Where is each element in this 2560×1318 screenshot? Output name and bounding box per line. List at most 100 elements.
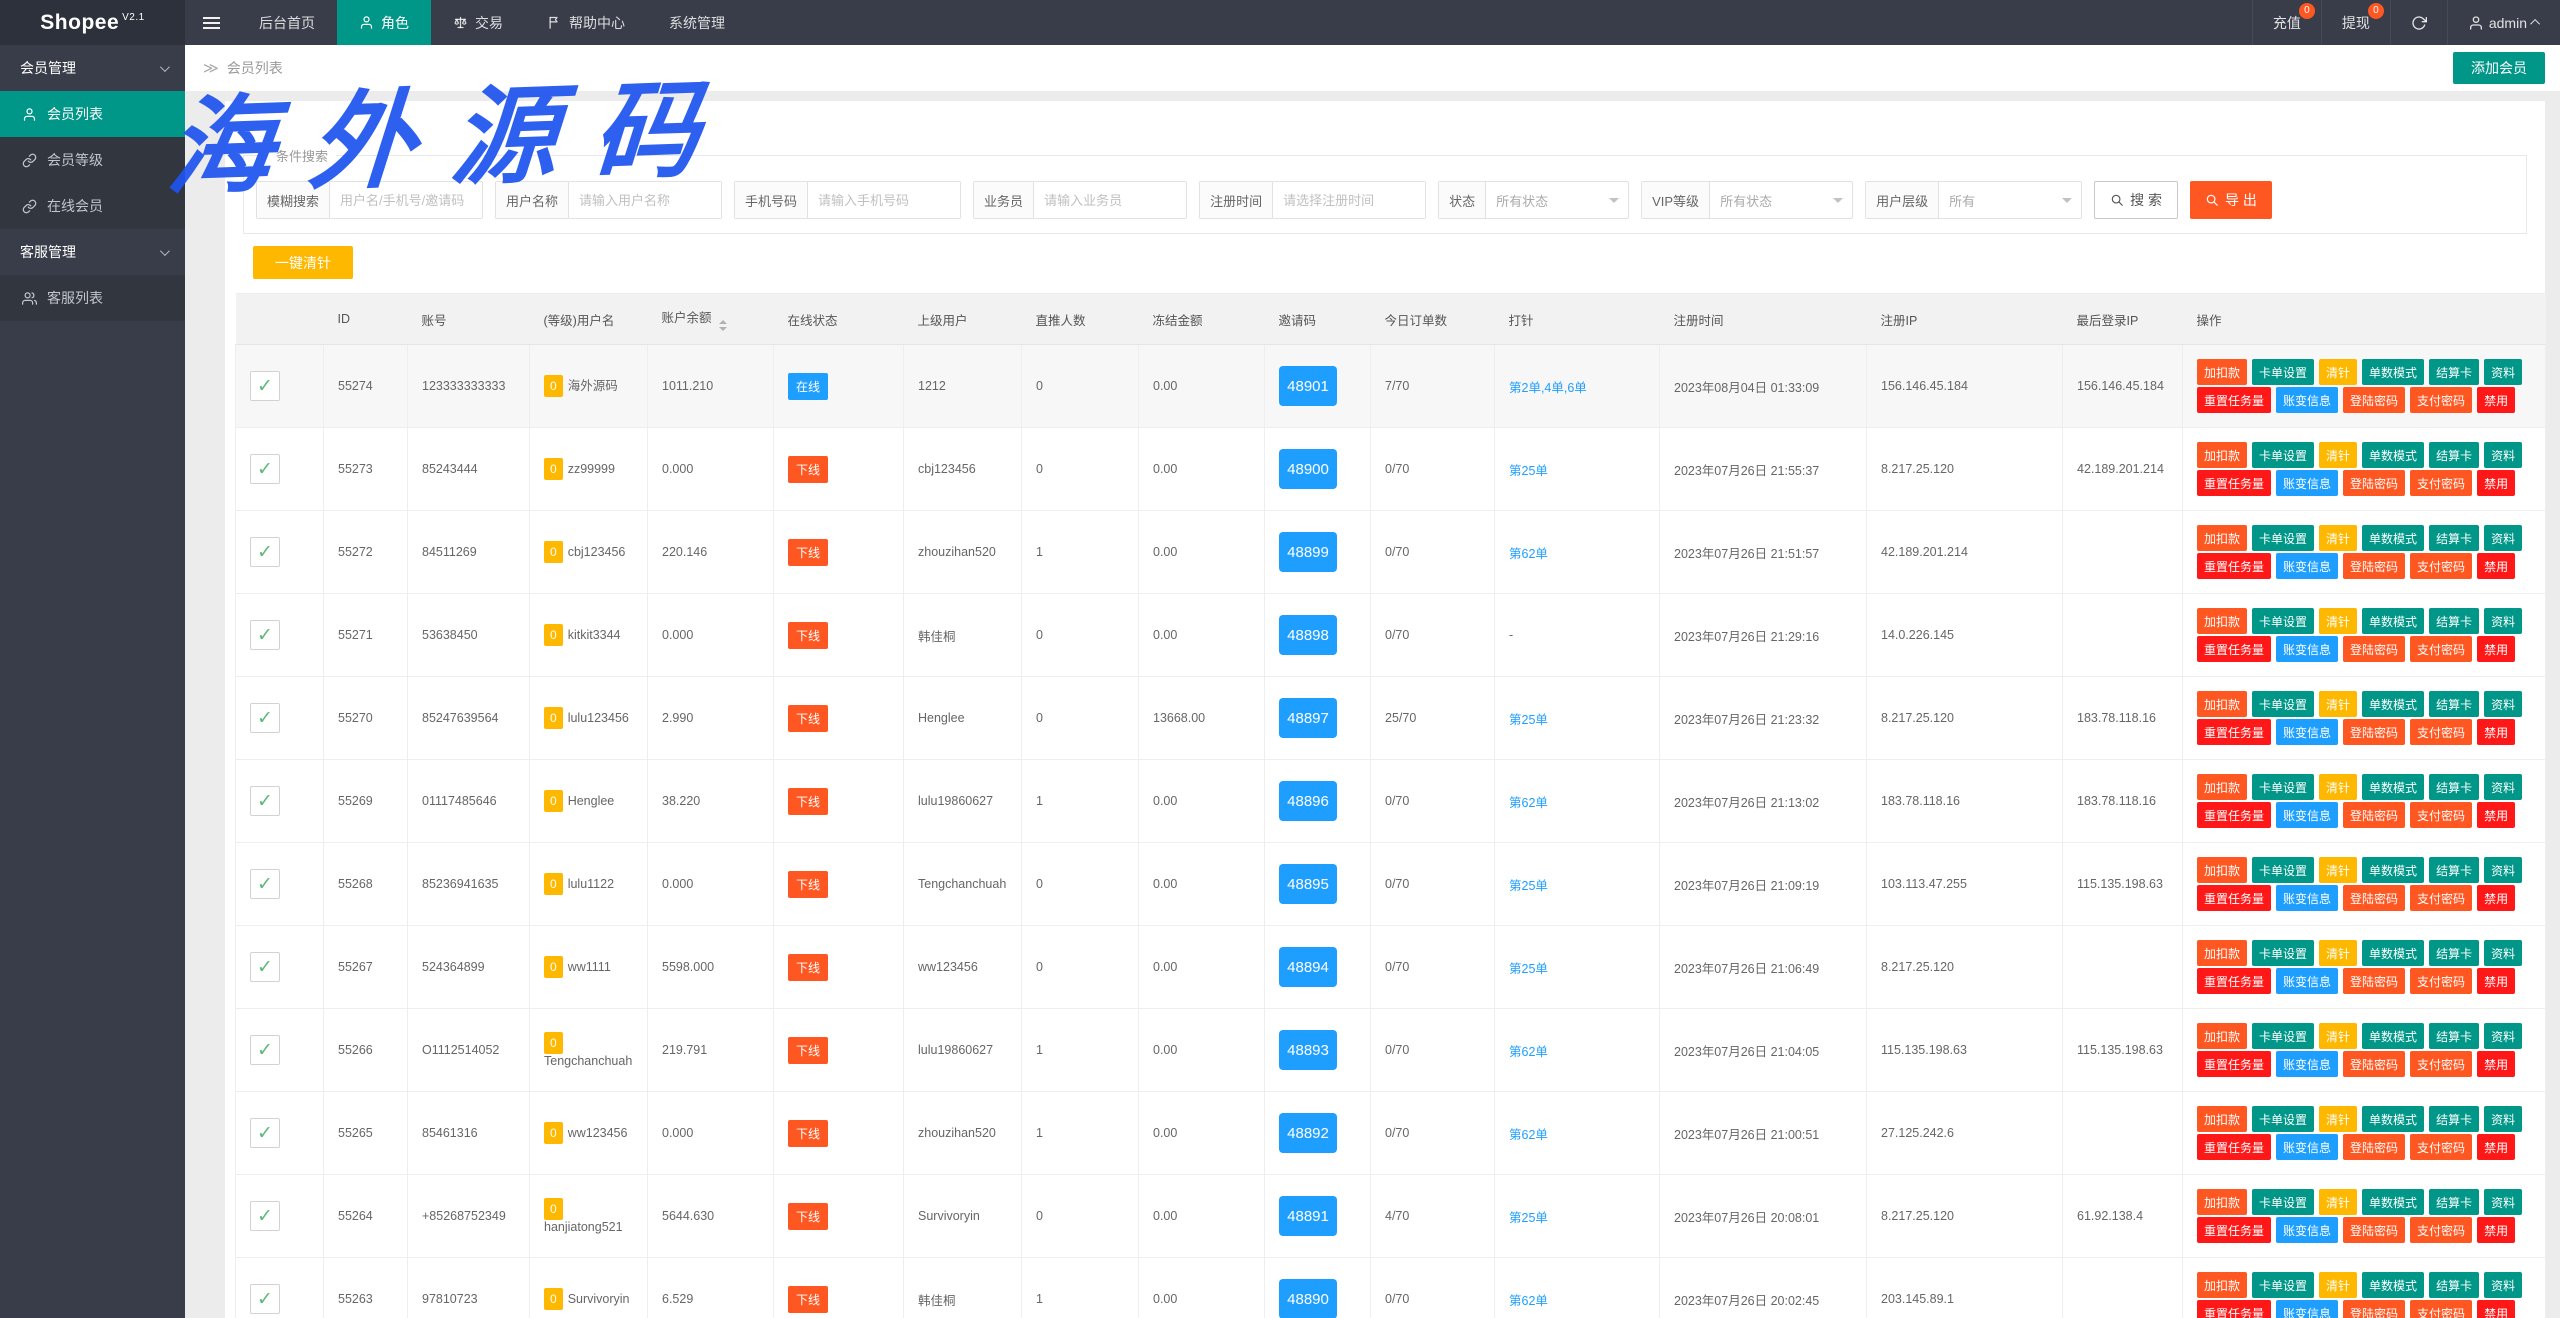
sidebar-item-online-members[interactable]: 在线会员 — [0, 183, 185, 229]
action-button-资料[interactable]: 资料 — [2484, 359, 2522, 385]
sidebar-toggle-button[interactable] — [185, 0, 237, 45]
action-button-单数模式[interactable]: 单数模式 — [2362, 940, 2424, 966]
action-button-登陆密码[interactable]: 登陆密码 — [2343, 1051, 2405, 1077]
action-button-加扣款[interactable]: 加扣款 — [2197, 1272, 2247, 1298]
action-button-重置任务量[interactable]: 重置任务量 — [2197, 968, 2271, 994]
action-button-结算卡[interactable]: 结算卡 — [2429, 691, 2479, 717]
action-button-加扣款[interactable]: 加扣款 — [2197, 1189, 2247, 1215]
invite-code-button[interactable]: 48893 — [1279, 1030, 1337, 1070]
action-button-资料[interactable]: 资料 — [2484, 691, 2522, 717]
action-button-资料[interactable]: 资料 — [2484, 1272, 2522, 1298]
invite-code-button[interactable]: 48896 — [1279, 781, 1337, 821]
action-button-清针[interactable]: 清针 — [2319, 1189, 2357, 1215]
action-button-结算卡[interactable]: 结算卡 — [2429, 1023, 2479, 1049]
action-button-资料[interactable]: 资料 — [2484, 1189, 2522, 1215]
nav-item-trade[interactable]: 交易 — [431, 0, 525, 45]
action-button-账变信息[interactable]: 账变信息 — [2276, 1051, 2338, 1077]
action-button-支付密码[interactable]: 支付密码 — [2410, 802, 2472, 828]
action-button-加扣款[interactable]: 加扣款 — [2197, 857, 2247, 883]
action-button-登陆密码[interactable]: 登陆密码 — [2343, 968, 2405, 994]
refresh-button[interactable] — [2390, 0, 2447, 45]
action-button-结算卡[interactable]: 结算卡 — [2429, 442, 2479, 468]
action-button-支付密码[interactable]: 支付密码 — [2410, 387, 2472, 413]
action-button-重置任务量[interactable]: 重置任务量 — [2197, 387, 2271, 413]
action-button-支付密码[interactable]: 支付密码 — [2410, 1134, 2472, 1160]
action-button-禁用[interactable]: 禁用 — [2477, 636, 2515, 662]
action-button-重置任务量[interactable]: 重置任务量 — [2197, 636, 2271, 662]
action-button-登陆密码[interactable]: 登陆密码 — [2343, 1300, 2405, 1318]
search-select-level[interactable]: 所有 — [1939, 182, 2081, 218]
action-button-登陆密码[interactable]: 登陆密码 — [2343, 636, 2405, 662]
action-button-登陆密码[interactable]: 登陆密码 — [2343, 387, 2405, 413]
action-button-卡单设置[interactable]: 卡单设置 — [2252, 359, 2314, 385]
action-button-卡单设置[interactable]: 卡单设置 — [2252, 691, 2314, 717]
action-button-清针[interactable]: 清针 — [2319, 774, 2357, 800]
action-button-加扣款[interactable]: 加扣款 — [2197, 940, 2247, 966]
needle-link[interactable]: 第25单 — [1509, 1211, 1548, 1225]
action-button-结算卡[interactable]: 结算卡 — [2429, 857, 2479, 883]
action-button-结算卡[interactable]: 结算卡 — [2429, 1272, 2479, 1298]
action-button-资料[interactable]: 资料 — [2484, 525, 2522, 551]
action-button-结算卡[interactable]: 结算卡 — [2429, 940, 2479, 966]
sidebar-item-member-mgmt[interactable]: 会员管理 — [0, 45, 185, 91]
invite-code-button[interactable]: 48901 — [1279, 366, 1337, 406]
invite-code-button[interactable]: 48891 — [1279, 1196, 1337, 1236]
action-button-禁用[interactable]: 禁用 — [2477, 470, 2515, 496]
action-button-单数模式[interactable]: 单数模式 — [2362, 1189, 2424, 1215]
needle-link[interactable]: 第25单 — [1509, 713, 1548, 727]
invite-code-button[interactable]: 48899 — [1279, 532, 1337, 572]
action-button-账变信息[interactable]: 账变信息 — [2276, 636, 2338, 662]
action-button-资料[interactable]: 资料 — [2484, 1106, 2522, 1132]
action-button-单数模式[interactable]: 单数模式 — [2362, 359, 2424, 385]
action-button-禁用[interactable]: 禁用 — [2477, 1134, 2515, 1160]
nav-item-home[interactable]: 后台首页 — [237, 0, 337, 45]
sidebar-item-member-list[interactable]: 会员列表 — [0, 91, 185, 137]
action-button-单数模式[interactable]: 单数模式 — [2362, 691, 2424, 717]
row-checkbox[interactable]: ✓ — [250, 620, 280, 650]
search-select-status[interactable]: 所有状态 — [1486, 182, 1628, 218]
action-button-登陆密码[interactable]: 登陆密码 — [2343, 885, 2405, 911]
action-button-支付密码[interactable]: 支付密码 — [2410, 1217, 2472, 1243]
search-input-phone[interactable] — [808, 182, 960, 218]
action-button-账变信息[interactable]: 账变信息 — [2276, 1134, 2338, 1160]
action-button-加扣款[interactable]: 加扣款 — [2197, 774, 2247, 800]
action-button-重置任务量[interactable]: 重置任务量 — [2197, 885, 2271, 911]
nav-item-roles[interactable]: 角色 — [337, 0, 431, 45]
action-button-卡单设置[interactable]: 卡单设置 — [2252, 608, 2314, 634]
action-button-结算卡[interactable]: 结算卡 — [2429, 774, 2479, 800]
action-button-支付密码[interactable]: 支付密码 — [2410, 1300, 2472, 1318]
action-button-账变信息[interactable]: 账变信息 — [2276, 470, 2338, 496]
action-button-登陆密码[interactable]: 登陆密码 — [2343, 470, 2405, 496]
action-button-清针[interactable]: 清针 — [2319, 1272, 2357, 1298]
action-button-加扣款[interactable]: 加扣款 — [2197, 359, 2247, 385]
action-button-登陆密码[interactable]: 登陆密码 — [2343, 553, 2405, 579]
sidebar-item-service-mgmt[interactable]: 客服管理 — [0, 229, 185, 275]
action-button-重置任务量[interactable]: 重置任务量 — [2197, 1300, 2271, 1318]
action-button-资料[interactable]: 资料 — [2484, 940, 2522, 966]
search-input-fuzzy[interactable] — [330, 182, 482, 218]
action-button-禁用[interactable]: 禁用 — [2477, 387, 2515, 413]
invite-code-button[interactable]: 48890 — [1279, 1279, 1337, 1318]
action-button-登陆密码[interactable]: 登陆密码 — [2343, 802, 2405, 828]
action-button-清针[interactable]: 清针 — [2319, 442, 2357, 468]
action-button-账变信息[interactable]: 账变信息 — [2276, 1217, 2338, 1243]
export-button[interactable]: 导 出 — [2190, 181, 2272, 219]
action-button-结算卡[interactable]: 结算卡 — [2429, 1189, 2479, 1215]
action-button-清针[interactable]: 清针 — [2319, 1106, 2357, 1132]
action-button-单数模式[interactable]: 单数模式 — [2362, 1106, 2424, 1132]
withdraw-button[interactable]: 提现 0 — [2321, 0, 2390, 45]
action-button-资料[interactable]: 资料 — [2484, 857, 2522, 883]
search-input-username[interactable] — [569, 182, 721, 218]
action-button-重置任务量[interactable]: 重置任务量 — [2197, 470, 2271, 496]
action-button-清针[interactable]: 清针 — [2319, 940, 2357, 966]
action-button-禁用[interactable]: 禁用 — [2477, 553, 2515, 579]
invite-code-button[interactable]: 48898 — [1279, 615, 1337, 655]
row-checkbox[interactable]: ✓ — [250, 952, 280, 982]
row-checkbox[interactable]: ✓ — [250, 1118, 280, 1148]
action-button-卡单设置[interactable]: 卡单设置 — [2252, 525, 2314, 551]
action-button-卡单设置[interactable]: 卡单设置 — [2252, 442, 2314, 468]
needle-link[interactable]: 第62单 — [1509, 1128, 1548, 1142]
action-button-单数模式[interactable]: 单数模式 — [2362, 1272, 2424, 1298]
row-checkbox[interactable]: ✓ — [250, 454, 280, 484]
needle-link[interactable]: 第25单 — [1509, 962, 1548, 976]
